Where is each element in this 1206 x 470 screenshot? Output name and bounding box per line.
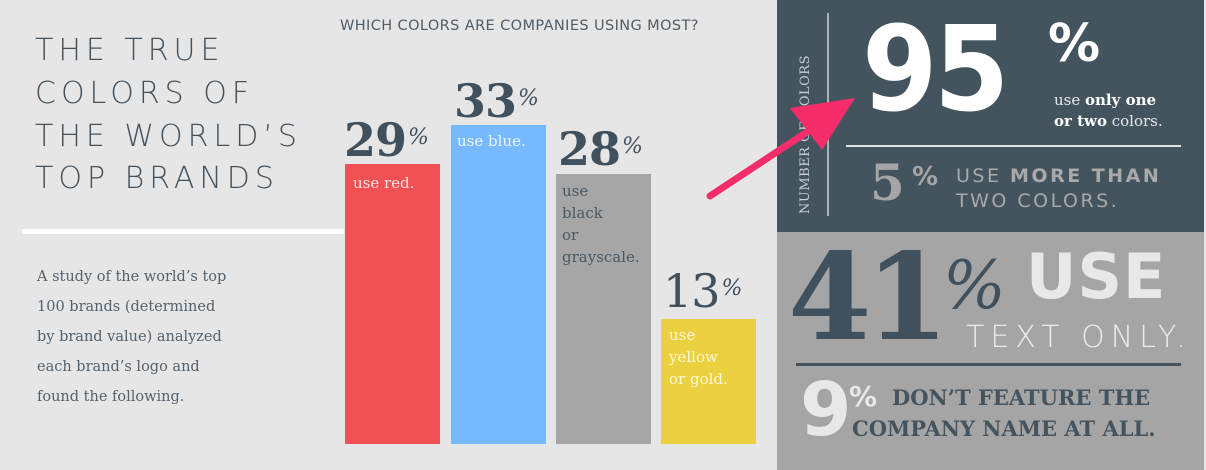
title-divider [22,229,344,234]
title-line-3: THE WORLD’S [35,119,302,154]
bar-red: use red. [345,164,440,444]
stat-95-percent: % [1048,14,1101,74]
text-only-panel [777,232,1204,470]
stat-9-value: 9 [800,367,852,453]
chart-title: WHICH COLORS ARE COMPANIES USING MOST? [340,18,699,34]
bar-value-blue: 33% [454,74,539,128]
stat-41-percent: % [943,247,1006,324]
bar-value-yellow: 13% [663,264,742,318]
bar-yellow: use yellow or gold. [661,319,756,444]
vertical-divider [827,13,829,216]
intro-line: found the following. [37,389,185,405]
bar-label-blue: use blue. [457,132,526,150]
number-of-colors-label: NUMBER OF COLORS [798,54,813,214]
stat-41-headline: USE [1026,240,1167,313]
stat-divider-dark [796,363,1181,366]
stat-95-description: use only one or two colors. [1054,91,1163,130]
intro-paragraph: A study of the world’s top 100 brands (d… [37,262,277,412]
stat-9-description: DON’T FEATURE THE COMPANY NAME AT ALL. [852,385,1156,441]
stat-divider-light [846,145,1181,147]
stat-95-value: 95 [862,0,1009,138]
title-line-4: TOP BRANDS [35,161,279,196]
stat-5-value: 5 [870,153,905,212]
stat-5-description: USE MORE THAN TWO COLORS. [956,165,1162,212]
bar-value-gray: 28% [558,122,643,176]
stat-41-value: 41 [788,227,949,368]
bar-gray: use black or grayscale. [556,174,651,444]
bar-label-yellow: use yellow or gold. [669,326,728,388]
bar-blue: use blue. [451,125,546,444]
bar-label-gray: use black or grayscale. [562,182,640,266]
bar-value-red: 29% [344,113,429,167]
stat-5-percent: % [912,162,939,192]
intro-line: 100 brands (determined [37,299,216,315]
bar-label-red: use red. [353,174,415,192]
intro-line: each brand’s logo and [37,359,200,375]
stat-41-subline: TEXT ONLY. [966,320,1192,355]
intro-line: by brand value) analyzed [37,329,222,345]
title-line-1: THE TRUE [35,33,225,68]
intro-line: A study of the world’s top [37,269,227,285]
stat-9-percent: % [849,380,878,413]
title-line-2: COLORS OF [35,76,255,111]
